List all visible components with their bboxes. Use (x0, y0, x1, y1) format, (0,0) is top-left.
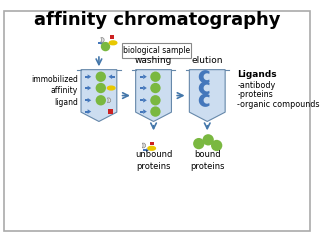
Polygon shape (142, 143, 146, 148)
Ellipse shape (108, 86, 115, 90)
Circle shape (96, 95, 106, 106)
Polygon shape (85, 99, 88, 101)
Circle shape (150, 83, 161, 93)
Polygon shape (81, 70, 117, 121)
Polygon shape (140, 99, 143, 101)
Text: -antibody: -antibody (237, 81, 276, 90)
Circle shape (150, 95, 161, 106)
Text: immobilized
affinity
ligand: immobilized affinity ligand (31, 75, 78, 107)
Polygon shape (88, 98, 91, 103)
Circle shape (202, 134, 214, 145)
Text: elution: elution (191, 56, 223, 65)
Circle shape (96, 83, 106, 93)
Polygon shape (143, 109, 147, 114)
Polygon shape (144, 149, 146, 151)
Polygon shape (199, 82, 209, 95)
Ellipse shape (109, 41, 117, 45)
Polygon shape (109, 74, 112, 79)
Polygon shape (146, 148, 149, 152)
Polygon shape (140, 76, 143, 78)
Polygon shape (98, 42, 101, 44)
Polygon shape (140, 87, 143, 89)
Polygon shape (88, 86, 91, 90)
Text: -proteins: -proteins (237, 90, 273, 99)
Polygon shape (85, 111, 88, 113)
Polygon shape (199, 94, 209, 107)
Polygon shape (88, 74, 91, 79)
Polygon shape (143, 98, 147, 103)
Polygon shape (143, 86, 147, 90)
Circle shape (150, 72, 161, 82)
Text: unbound
proteins: unbound proteins (135, 150, 172, 171)
Polygon shape (88, 109, 91, 114)
Text: washing: washing (135, 56, 172, 65)
Circle shape (193, 138, 204, 149)
Polygon shape (189, 70, 225, 121)
Circle shape (150, 106, 161, 117)
Polygon shape (101, 41, 104, 45)
Text: -organic compounds: -organic compounds (237, 99, 320, 109)
Polygon shape (143, 74, 147, 79)
Polygon shape (199, 70, 209, 83)
Polygon shape (101, 38, 104, 42)
Polygon shape (110, 35, 114, 39)
Polygon shape (136, 70, 171, 121)
Ellipse shape (148, 146, 156, 150)
FancyBboxPatch shape (122, 43, 191, 58)
Text: bound
proteins: bound proteins (190, 150, 224, 171)
Text: affinity chromatography: affinity chromatography (34, 11, 280, 29)
Circle shape (96, 72, 106, 82)
Polygon shape (112, 76, 115, 78)
Circle shape (101, 42, 110, 51)
Polygon shape (85, 76, 88, 78)
Text: Ligands: Ligands (237, 70, 277, 79)
Polygon shape (140, 111, 143, 113)
Polygon shape (150, 142, 154, 145)
Polygon shape (85, 87, 88, 89)
Polygon shape (108, 98, 111, 103)
Polygon shape (108, 109, 113, 114)
Circle shape (211, 140, 222, 151)
Text: biological sample: biological sample (123, 46, 190, 55)
